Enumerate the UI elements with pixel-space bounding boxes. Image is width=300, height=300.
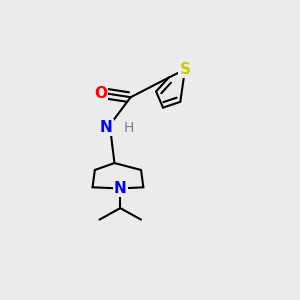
Text: S: S: [179, 62, 191, 77]
Text: N: N: [100, 120, 113, 135]
Text: O: O: [94, 86, 107, 101]
Text: N: N: [114, 181, 127, 196]
Text: H: H: [123, 122, 134, 135]
